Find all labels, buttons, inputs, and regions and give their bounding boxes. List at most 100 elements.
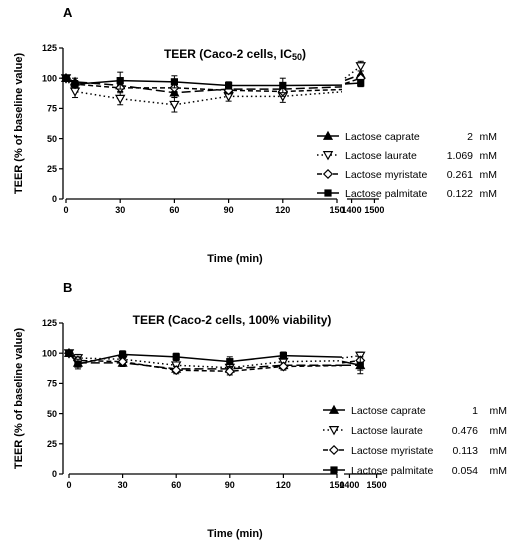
y-tick-label: 25	[47, 439, 57, 449]
legend-unit: mM	[490, 445, 508, 457]
legend-label: Lactose palmitate	[345, 188, 427, 200]
x-tick-label: 60	[171, 480, 181, 490]
data-point	[279, 352, 287, 360]
chart-panel-b: B TEER (Caco-2 cells, 100% viability) 0 25 5…	[13, 280, 507, 540]
legend-label: Lactose myristate	[351, 445, 433, 457]
series-line-continuation	[283, 360, 343, 363]
legend-unit: mM	[480, 131, 498, 143]
legend-concentration: 0.054	[452, 465, 478, 477]
y-tick-label: 50	[47, 134, 57, 144]
data-point	[62, 74, 70, 82]
series-line-continuation	[282, 86, 343, 90]
series-line-continuation	[282, 91, 343, 98]
legend-item: Lactose myristate 0.261 mM	[317, 168, 497, 181]
legend-unit: mM	[490, 405, 508, 417]
x-tick-label: 60	[169, 205, 179, 215]
legend-item: Lactose laurate 1.069 mM	[317, 150, 497, 162]
y-tick-label: 100	[42, 348, 57, 358]
legend-concentration: 1.069	[447, 150, 473, 162]
data-point	[172, 353, 180, 361]
x-axis-title: Time (min)	[207, 528, 263, 540]
legend-unit: mM	[490, 425, 508, 437]
x-tick-label: 90	[225, 480, 235, 490]
legend-item: Lactose laurate 0.476 mM	[323, 425, 507, 437]
legend-label: Lactose laurate	[345, 150, 417, 162]
y-tick-label: 50	[47, 409, 57, 419]
legend-concentration: 0.261	[447, 169, 473, 181]
data-point	[357, 79, 365, 87]
data-point	[116, 77, 124, 85]
data-point	[356, 361, 364, 369]
data-point	[117, 356, 128, 367]
data-point	[65, 349, 73, 357]
data-point	[171, 365, 182, 376]
series-lactose-laurate	[60, 60, 366, 113]
legend-concentration: 0.113	[453, 445, 479, 457]
series-line-continuation	[283, 364, 343, 368]
x-tick-label: 150	[329, 205, 344, 215]
data-point	[278, 361, 289, 372]
chart-title: TEER (Caco-2 cells, IC50)	[164, 47, 306, 62]
series-lactose-palmitate	[62, 71, 365, 94]
x-axis-title: Time (min)	[207, 253, 263, 265]
panel-letter: A	[63, 5, 73, 20]
chart-title-close: )	[302, 47, 306, 61]
legend-item: Lactose palmitate 0.122 mM	[317, 188, 497, 200]
legend-marker	[328, 404, 340, 414]
y-axis-title: TEER (% of baseline value)	[13, 328, 25, 470]
legend-label: Lactose myristate	[345, 169, 427, 181]
legend-marker	[324, 189, 332, 197]
series-line-continuation	[344, 77, 361, 85]
series-line-continuation	[282, 88, 343, 93]
data-point	[169, 100, 180, 111]
legend-marker	[328, 426, 340, 436]
x-tick-label: 1400	[342, 205, 362, 215]
y-axis-title: TEER (% of baseline value)	[13, 53, 25, 195]
data-point	[71, 80, 79, 88]
y-tick-label: 75	[47, 104, 57, 114]
data-point	[225, 81, 233, 90]
series-line-continuation	[283, 354, 343, 358]
chart-title-main: TEER (Caco-2 cells, IC	[164, 47, 292, 61]
legend-concentration: 1	[472, 405, 478, 417]
legend-concentration: 0.476	[452, 425, 478, 437]
series-lactose-palmitate	[65, 349, 364, 375]
chart-title-main: TEER (Caco-2 cells, 100% viability)	[133, 313, 332, 327]
data-point	[119, 350, 127, 359]
x-tick-label: 120	[276, 480, 291, 490]
panel-letter: B	[63, 280, 72, 295]
legend: Lactose caprate 1 mM Lactose laurate 0.476 mM…	[323, 404, 508, 477]
x-tick-label: 30	[115, 205, 125, 215]
x-tick-label: 1400	[339, 480, 359, 490]
legend-marker	[322, 168, 334, 180]
legend-marker	[330, 466, 338, 474]
legend-marker	[328, 444, 340, 456]
data-point	[355, 62, 366, 72]
legend-item: Lactose caprate 1 mM	[323, 404, 508, 417]
legend-item: Lactose caprate 2 mM	[317, 130, 498, 143]
legend-item: Lactose myristate 0.113 mM	[323, 444, 508, 457]
legend-label: Lactose caprate	[351, 405, 426, 417]
data-point	[226, 358, 234, 366]
y-tick-label: 125	[42, 318, 57, 328]
x-tick-label: 1500	[364, 205, 384, 215]
legend-marker	[322, 130, 334, 140]
legend-item: Lactose palmitate 0.054 mM	[323, 465, 507, 477]
series-line-continuation	[344, 65, 362, 79]
data-point	[170, 78, 178, 86]
legend-label: Lactose palmitate	[351, 465, 433, 477]
x-tick-label: 30	[118, 480, 128, 490]
data-point	[224, 366, 235, 377]
data-point	[114, 94, 126, 105]
series-line	[65, 77, 283, 106]
legend-marker	[322, 151, 334, 161]
series-line	[68, 352, 284, 369]
legend-concentration: 0.122	[447, 188, 473, 200]
y-tick-label: 0	[52, 469, 57, 479]
legend-label: Lactose laurate	[351, 425, 423, 437]
y-tick-label: 100	[42, 73, 57, 83]
data-point	[74, 360, 82, 368]
y-tick-label: 25	[47, 164, 57, 174]
x-tick-label: 120	[275, 205, 290, 215]
